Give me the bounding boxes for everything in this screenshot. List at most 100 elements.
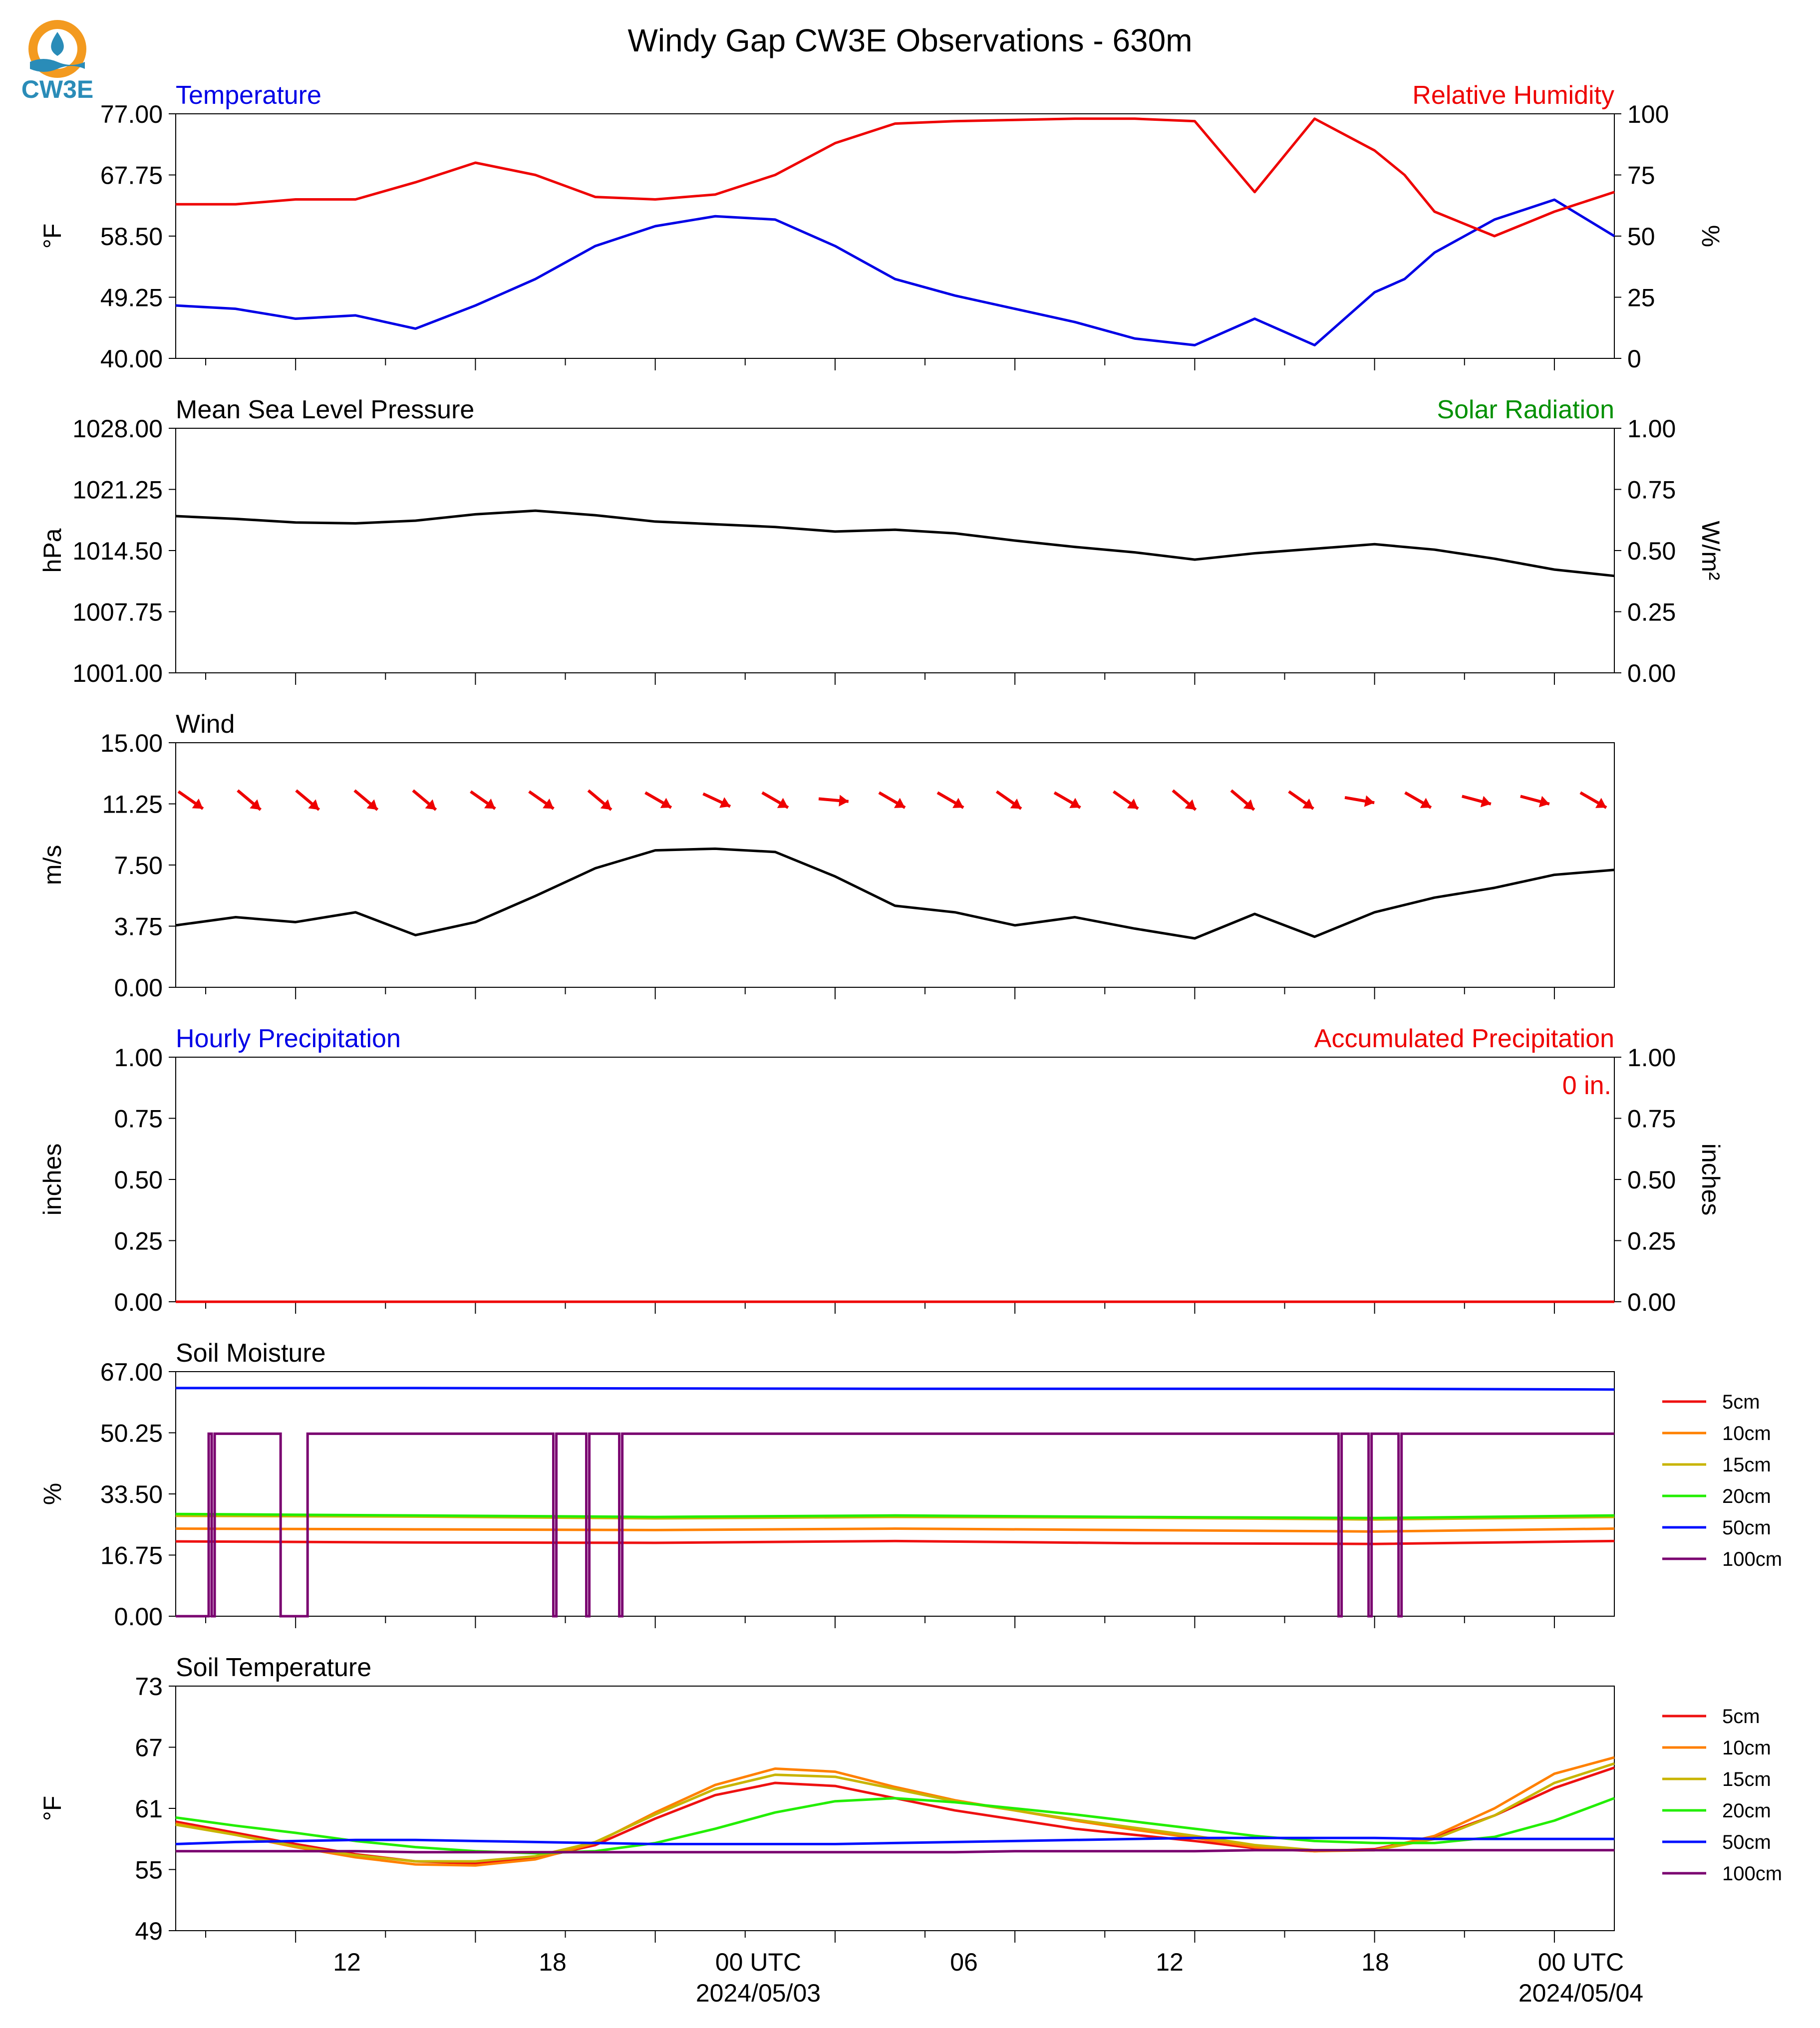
y-tick-label: 0.00: [114, 1603, 163, 1631]
x-date-label: 2024/05/04: [1518, 1979, 1643, 2007]
y-right-tick-label: 0.75: [1627, 476, 1676, 504]
y-tick-label: 1021.25: [72, 476, 163, 504]
y-tick-label: 7.50: [114, 852, 163, 879]
wind-direction-arrow: [1520, 795, 1550, 808]
wind-direction-arrow: [1404, 791, 1432, 809]
wind-direction-arrow: [1230, 789, 1255, 811]
wind-direction-arrow: [1113, 790, 1139, 810]
panel-frame: [175, 742, 1615, 988]
series-line-5cm: [175, 1539, 1615, 1545]
y-axis-label: hPa: [38, 528, 66, 573]
y-tick-label: 1028.00: [72, 415, 163, 443]
y-axis-label: °F: [38, 1796, 66, 1821]
series-line-20cm: [175, 1797, 1615, 1855]
panel-frame: [175, 1686, 1615, 1931]
wind-arrow-head: [1243, 799, 1254, 810]
series-line-10cm: [175, 1527, 1615, 1533]
wind-direction-arrow: [1579, 791, 1607, 809]
panel-title: Hourly Precipitation: [176, 1024, 401, 1053]
legend-label: 10cm: [1722, 1737, 1771, 1759]
wind-direction-arrow: [644, 791, 672, 809]
legend-label: 5cm: [1722, 1706, 1760, 1728]
y-axis-label: inches: [38, 1144, 66, 1216]
series-line-100cm: [176, 1432, 1614, 1618]
wind-arrow-head: [1127, 798, 1138, 809]
y-tick-label: 16.75: [100, 1542, 163, 1570]
panel-frame: [175, 428, 1615, 673]
legend-label: 100cm: [1722, 1863, 1782, 1885]
panel-frame: [175, 113, 1615, 359]
panel-1: 1028.00 1021.25 1014.50 1007.75 1001.00 1.00 0…: [38, 395, 1725, 687]
legend-label: 20cm: [1722, 1800, 1771, 1822]
y-right-tick-label: 0.25: [1627, 1227, 1676, 1255]
x-tick-label: 00 UTC: [1538, 1948, 1624, 1976]
x-axis: 12 18 00 UTC 06 12 18 00 UTC 2024/05/03 2024/05/…: [333, 1948, 1643, 2007]
wind-arrow-head: [1185, 799, 1196, 810]
series-line-relative-humidity: [176, 117, 1615, 238]
y-tick-label: 1001.00: [72, 659, 163, 687]
y-right-axis-label: %: [1697, 225, 1725, 247]
wind-arrow-head: [1538, 796, 1549, 808]
panel-right-title: Accumulated Precipitation: [1314, 1024, 1614, 1053]
y-right-tick-label: 50: [1627, 223, 1655, 251]
wind-direction-arrow: [878, 791, 906, 809]
y-tick-label: 40.00: [100, 345, 163, 373]
wind-arrow-head: [1480, 796, 1491, 808]
y-tick-label: 61: [135, 1795, 163, 1823]
y-tick-label: 1007.75: [72, 598, 163, 626]
y-axis-label: °F: [38, 224, 66, 249]
wind-arrow-head: [1010, 798, 1021, 809]
series-line-20cm: [175, 1512, 1615, 1519]
y-tick-label: 0.50: [114, 1166, 163, 1194]
y-tick-label: 1.00: [114, 1044, 163, 1072]
panels: 77.00 67.75 58.50 49.25 40.00 100 75 50 25 0 °F % Te…: [38, 81, 1782, 1945]
y-right-tick-label: 0.00: [1627, 1288, 1676, 1316]
wind-direction-arrow: [237, 789, 262, 811]
y-right-tick-label: 0.50: [1627, 1166, 1676, 1194]
cw3e-logo: CW3E: [21, 20, 93, 103]
wind-direction-arrow: [353, 789, 379, 811]
wind-direction-arrow: [587, 789, 612, 811]
wind-arrow-head: [1069, 798, 1081, 808]
x-tick-label: 12: [333, 1948, 361, 1976]
panel-4: 67.00 50.25 33.50 16.75 0.00% Soil Moisture 5c…: [38, 1339, 1782, 1631]
wind-arrow-head: [1420, 798, 1431, 808]
y-axis-label: m/s: [38, 845, 66, 885]
accumulated-total-label: 0 in.: [1562, 1071, 1611, 1100]
panel-frame: [175, 1057, 1615, 1302]
y-tick-label: 49: [135, 1917, 163, 1945]
y-tick-label: 50.25: [100, 1420, 163, 1448]
legend-label: 50cm: [1722, 1831, 1771, 1853]
y-tick-label: 67: [135, 1734, 163, 1762]
wind-arrow-head: [894, 798, 905, 808]
y-right-tick-label: 0.50: [1627, 537, 1676, 565]
legend-label: 50cm: [1722, 1517, 1771, 1539]
y-right-tick-label: 1.00: [1627, 415, 1676, 443]
y-tick-label: 1014.50: [72, 537, 163, 565]
wind-arrow-head: [777, 798, 788, 808]
wind-arrow-head: [425, 799, 436, 810]
series-line-wind: [175, 847, 1615, 940]
legend-label: 20cm: [1722, 1485, 1771, 1507]
wind-direction-arrow: [1288, 790, 1314, 810]
wind-direction-arrow: [818, 795, 849, 807]
wind-direction-arrow: [936, 791, 964, 809]
legend-label: 10cm: [1722, 1423, 1771, 1445]
panel-title: Soil Temperature: [176, 1653, 371, 1682]
wind-direction-arrow: [1172, 789, 1197, 811]
legend-label: 15cm: [1722, 1768, 1771, 1790]
y-right-axis-label: inches: [1697, 1144, 1725, 1216]
x-tick-label: 06: [950, 1948, 978, 1976]
y-right-tick-label: 100: [1627, 100, 1669, 128]
panel-title: Soil Moisture: [176, 1339, 326, 1368]
wind-direction-arrow: [1053, 791, 1081, 809]
wind-arrow-head: [1364, 795, 1375, 807]
wind-direction-arrow: [1462, 795, 1492, 808]
wind-arrow-head: [543, 798, 554, 809]
logo-wave-icon: [30, 59, 85, 72]
x-tick-label: 12: [1156, 1948, 1184, 1976]
y-right-tick-label: 0.25: [1627, 598, 1676, 626]
legend-label: 100cm: [1722, 1548, 1782, 1570]
wind-direction-arrow: [470, 790, 496, 810]
